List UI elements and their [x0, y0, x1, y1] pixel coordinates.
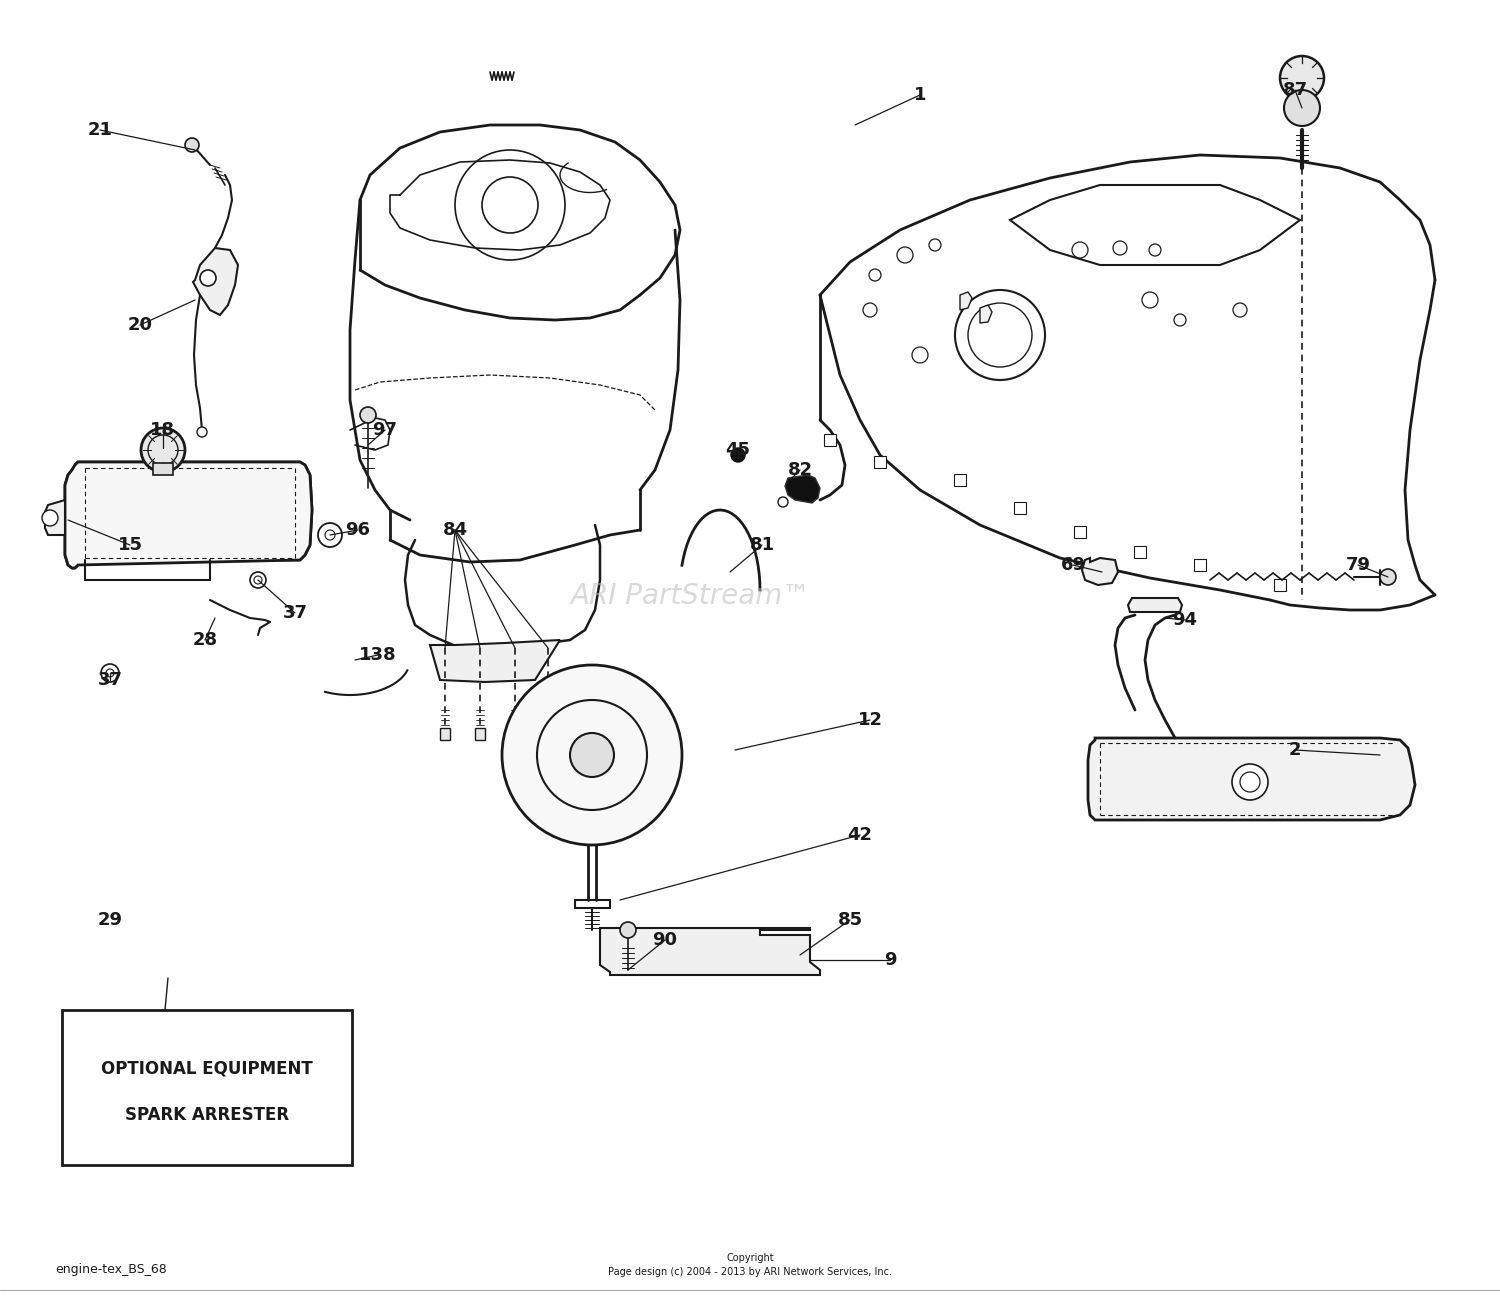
Text: ARI PartStream™: ARI PartStream™ [570, 581, 810, 610]
Bar [954, 474, 966, 486]
Polygon shape [600, 928, 820, 975]
Text: 69: 69 [1060, 556, 1086, 575]
Circle shape [360, 407, 376, 423]
Circle shape [778, 497, 788, 507]
Polygon shape [784, 475, 820, 503]
Polygon shape [1128, 598, 1182, 613]
Polygon shape [980, 305, 992, 323]
Circle shape [1113, 241, 1126, 255]
Text: 97: 97 [372, 421, 398, 439]
Circle shape [503, 665, 682, 846]
Circle shape [1142, 292, 1158, 308]
Text: 20: 20 [128, 315, 153, 334]
Text: 42: 42 [847, 826, 873, 844]
Bar [510, 728, 520, 740]
Text: 82: 82 [788, 461, 813, 479]
Text: 12: 12 [858, 711, 882, 729]
Text: SPARK ARRESTER: SPARK ARRESTER [124, 1106, 290, 1124]
Text: engine-tex_BS_68: engine-tex_BS_68 [56, 1263, 166, 1276]
Text: 84: 84 [442, 521, 468, 539]
Polygon shape [1010, 185, 1300, 264]
Bar [476, 728, 484, 740]
Text: 79: 79 [1346, 556, 1371, 575]
Polygon shape [45, 500, 64, 535]
Text: 9: 9 [884, 952, 897, 969]
Text: 94: 94 [1173, 611, 1197, 630]
Circle shape [862, 302, 877, 317]
Circle shape [1284, 90, 1320, 126]
Circle shape [730, 448, 746, 462]
Circle shape [196, 427, 207, 437]
Bar [874, 456, 886, 469]
Bar [543, 728, 554, 740]
Circle shape [1280, 56, 1324, 99]
Text: 87: 87 [1282, 81, 1308, 99]
Circle shape [318, 524, 342, 547]
Text: 90: 90 [652, 931, 678, 949]
Polygon shape [194, 247, 238, 315]
Text: 37: 37 [282, 603, 308, 622]
Bar [1074, 526, 1086, 538]
Circle shape [200, 270, 216, 285]
Text: 85: 85 [837, 911, 862, 929]
Text: 81: 81 [750, 535, 774, 554]
Bar [824, 435, 836, 446]
Text: 28: 28 [192, 631, 217, 649]
Text: 1: 1 [914, 86, 926, 103]
Circle shape [251, 572, 266, 588]
Bar [1194, 559, 1206, 571]
Circle shape [1072, 242, 1088, 258]
Circle shape [184, 137, 200, 152]
Circle shape [100, 664, 118, 682]
Circle shape [868, 270, 880, 281]
Circle shape [42, 511, 58, 526]
Circle shape [141, 428, 184, 473]
Bar [1014, 501, 1026, 514]
Bar [440, 728, 450, 740]
Text: 45: 45 [726, 441, 750, 459]
Polygon shape [1088, 738, 1414, 819]
Text: Page design (c) 2004 - 2013 by ARI Network Services, Inc.: Page design (c) 2004 - 2013 by ARI Netwo… [608, 1267, 892, 1278]
Text: 29: 29 [98, 911, 123, 929]
Text: 18: 18 [150, 421, 176, 439]
Polygon shape [1082, 558, 1118, 585]
Bar [153, 463, 173, 475]
Text: 37: 37 [98, 672, 123, 689]
Text: 96: 96 [345, 521, 370, 539]
Text: Copyright: Copyright [726, 1253, 774, 1263]
Circle shape [1232, 764, 1268, 800]
Circle shape [570, 733, 614, 778]
Text: 138: 138 [358, 647, 398, 664]
Text: 21: 21 [87, 120, 112, 139]
Text: OPTIONAL EQUIPMENT: OPTIONAL EQUIPMENT [100, 1060, 314, 1077]
Circle shape [1380, 569, 1396, 585]
Circle shape [897, 247, 914, 263]
Text: 2: 2 [1288, 741, 1300, 759]
Polygon shape [430, 640, 560, 682]
Circle shape [1174, 314, 1186, 326]
Circle shape [1149, 243, 1161, 257]
Circle shape [928, 240, 940, 251]
Polygon shape [960, 292, 972, 310]
Polygon shape [64, 462, 312, 568]
Text: 15: 15 [117, 535, 142, 554]
Circle shape [620, 922, 636, 939]
FancyBboxPatch shape [62, 1011, 352, 1165]
Circle shape [1233, 302, 1246, 317]
Circle shape [912, 347, 928, 363]
Bar [1134, 546, 1146, 558]
Circle shape [956, 291, 1046, 380]
Bar [1274, 579, 1286, 590]
